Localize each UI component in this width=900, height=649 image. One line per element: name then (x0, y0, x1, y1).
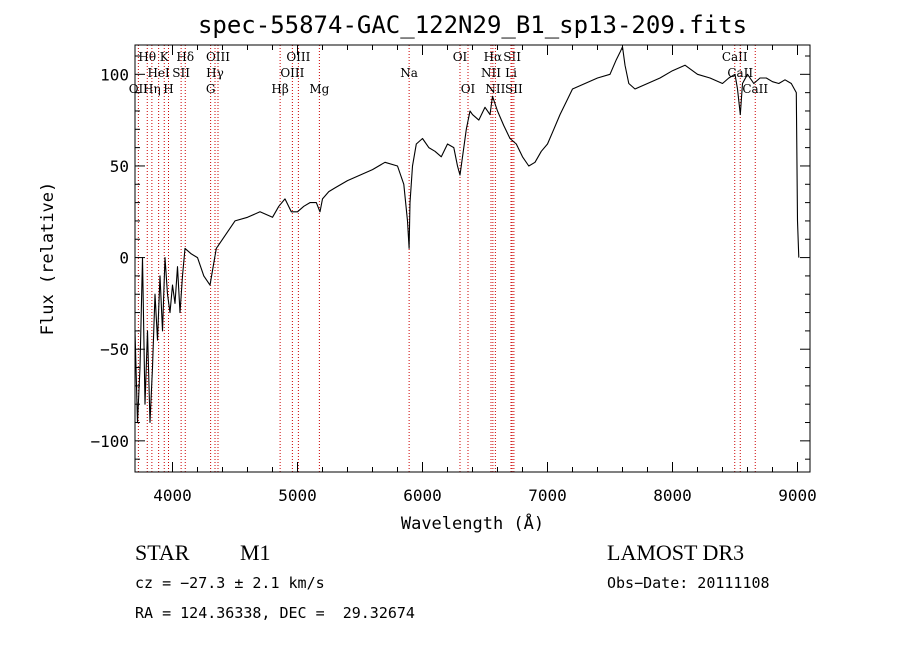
spectral-line-label: NII (481, 66, 501, 80)
spectral-line-label: OI (453, 50, 468, 64)
spectral-line-label: OIII (206, 50, 230, 64)
x-tick-label: 8000 (653, 486, 692, 505)
spectral-line-label: OI (461, 82, 476, 96)
x-tick-label: 7000 (528, 486, 567, 505)
spectral-line-label: OII (129, 82, 149, 96)
y-tick-label: −50 (100, 340, 129, 359)
object-class: STAR (135, 540, 190, 565)
spectral-line-label: Hθ (138, 50, 156, 64)
sky-coordinates: RA = 124.36338, DEC = 29.32674 (135, 604, 415, 622)
survey-name: LAMOST DR3 (607, 540, 745, 565)
spectral-line-label: HeI (147, 66, 170, 80)
x-tick-label: 4000 (153, 486, 192, 505)
spectral-line-label: SII (503, 50, 521, 64)
spectral-line-label: Hβ (271, 82, 288, 96)
y-axis-label: Flux (relative) (38, 182, 58, 336)
spectral-line-label: H (163, 82, 173, 96)
spectral-line-label: SII (505, 82, 523, 96)
spectral-line-label: Hα (484, 50, 503, 64)
spectral-line-label: Hδ (176, 50, 194, 64)
x-axis-label: Wavelength (Å) (401, 512, 544, 534)
x-tick-label: 6000 (403, 486, 442, 505)
object-subclass: M1 (240, 540, 271, 565)
spectral-line-label: NII (485, 82, 505, 96)
plot-frame (134, 44, 811, 473)
redshift-velocity: cz = −27.3 ± 2.1 km/s (135, 574, 325, 592)
spectral-line-label: Mg (309, 82, 329, 96)
spectral-line-label: Na (400, 66, 418, 80)
spectral-line-label: K (160, 50, 170, 64)
spectral-line-label: Li (505, 66, 517, 80)
x-tick-label: 5000 (278, 486, 317, 505)
spectral-line-label: OIII (280, 66, 304, 80)
y-tick-label: 50 (110, 157, 129, 176)
spectrum-line (134, 46, 800, 424)
spectral-line-label: CaII (722, 50, 748, 64)
spectral-line-label: Hη (143, 82, 161, 96)
spectral-line-label: CaII (742, 82, 768, 96)
x-tick-label: 9000 (778, 486, 817, 505)
spectral-line-label: Hγ (206, 66, 224, 80)
spectral-line-label: G (206, 82, 216, 96)
y-tick-label: −100 (90, 432, 129, 451)
observation-date: Obs−Date: 20111108 (607, 574, 770, 592)
y-tick-label: 100 (100, 65, 129, 84)
spectral-line-label: SII (172, 66, 190, 80)
spectral-line-label: OIII (286, 50, 310, 64)
chart-title: spec-55874-GAC_122N29_B1_sp13-209.fits (198, 11, 747, 39)
y-tick-label: 0 (119, 249, 129, 268)
